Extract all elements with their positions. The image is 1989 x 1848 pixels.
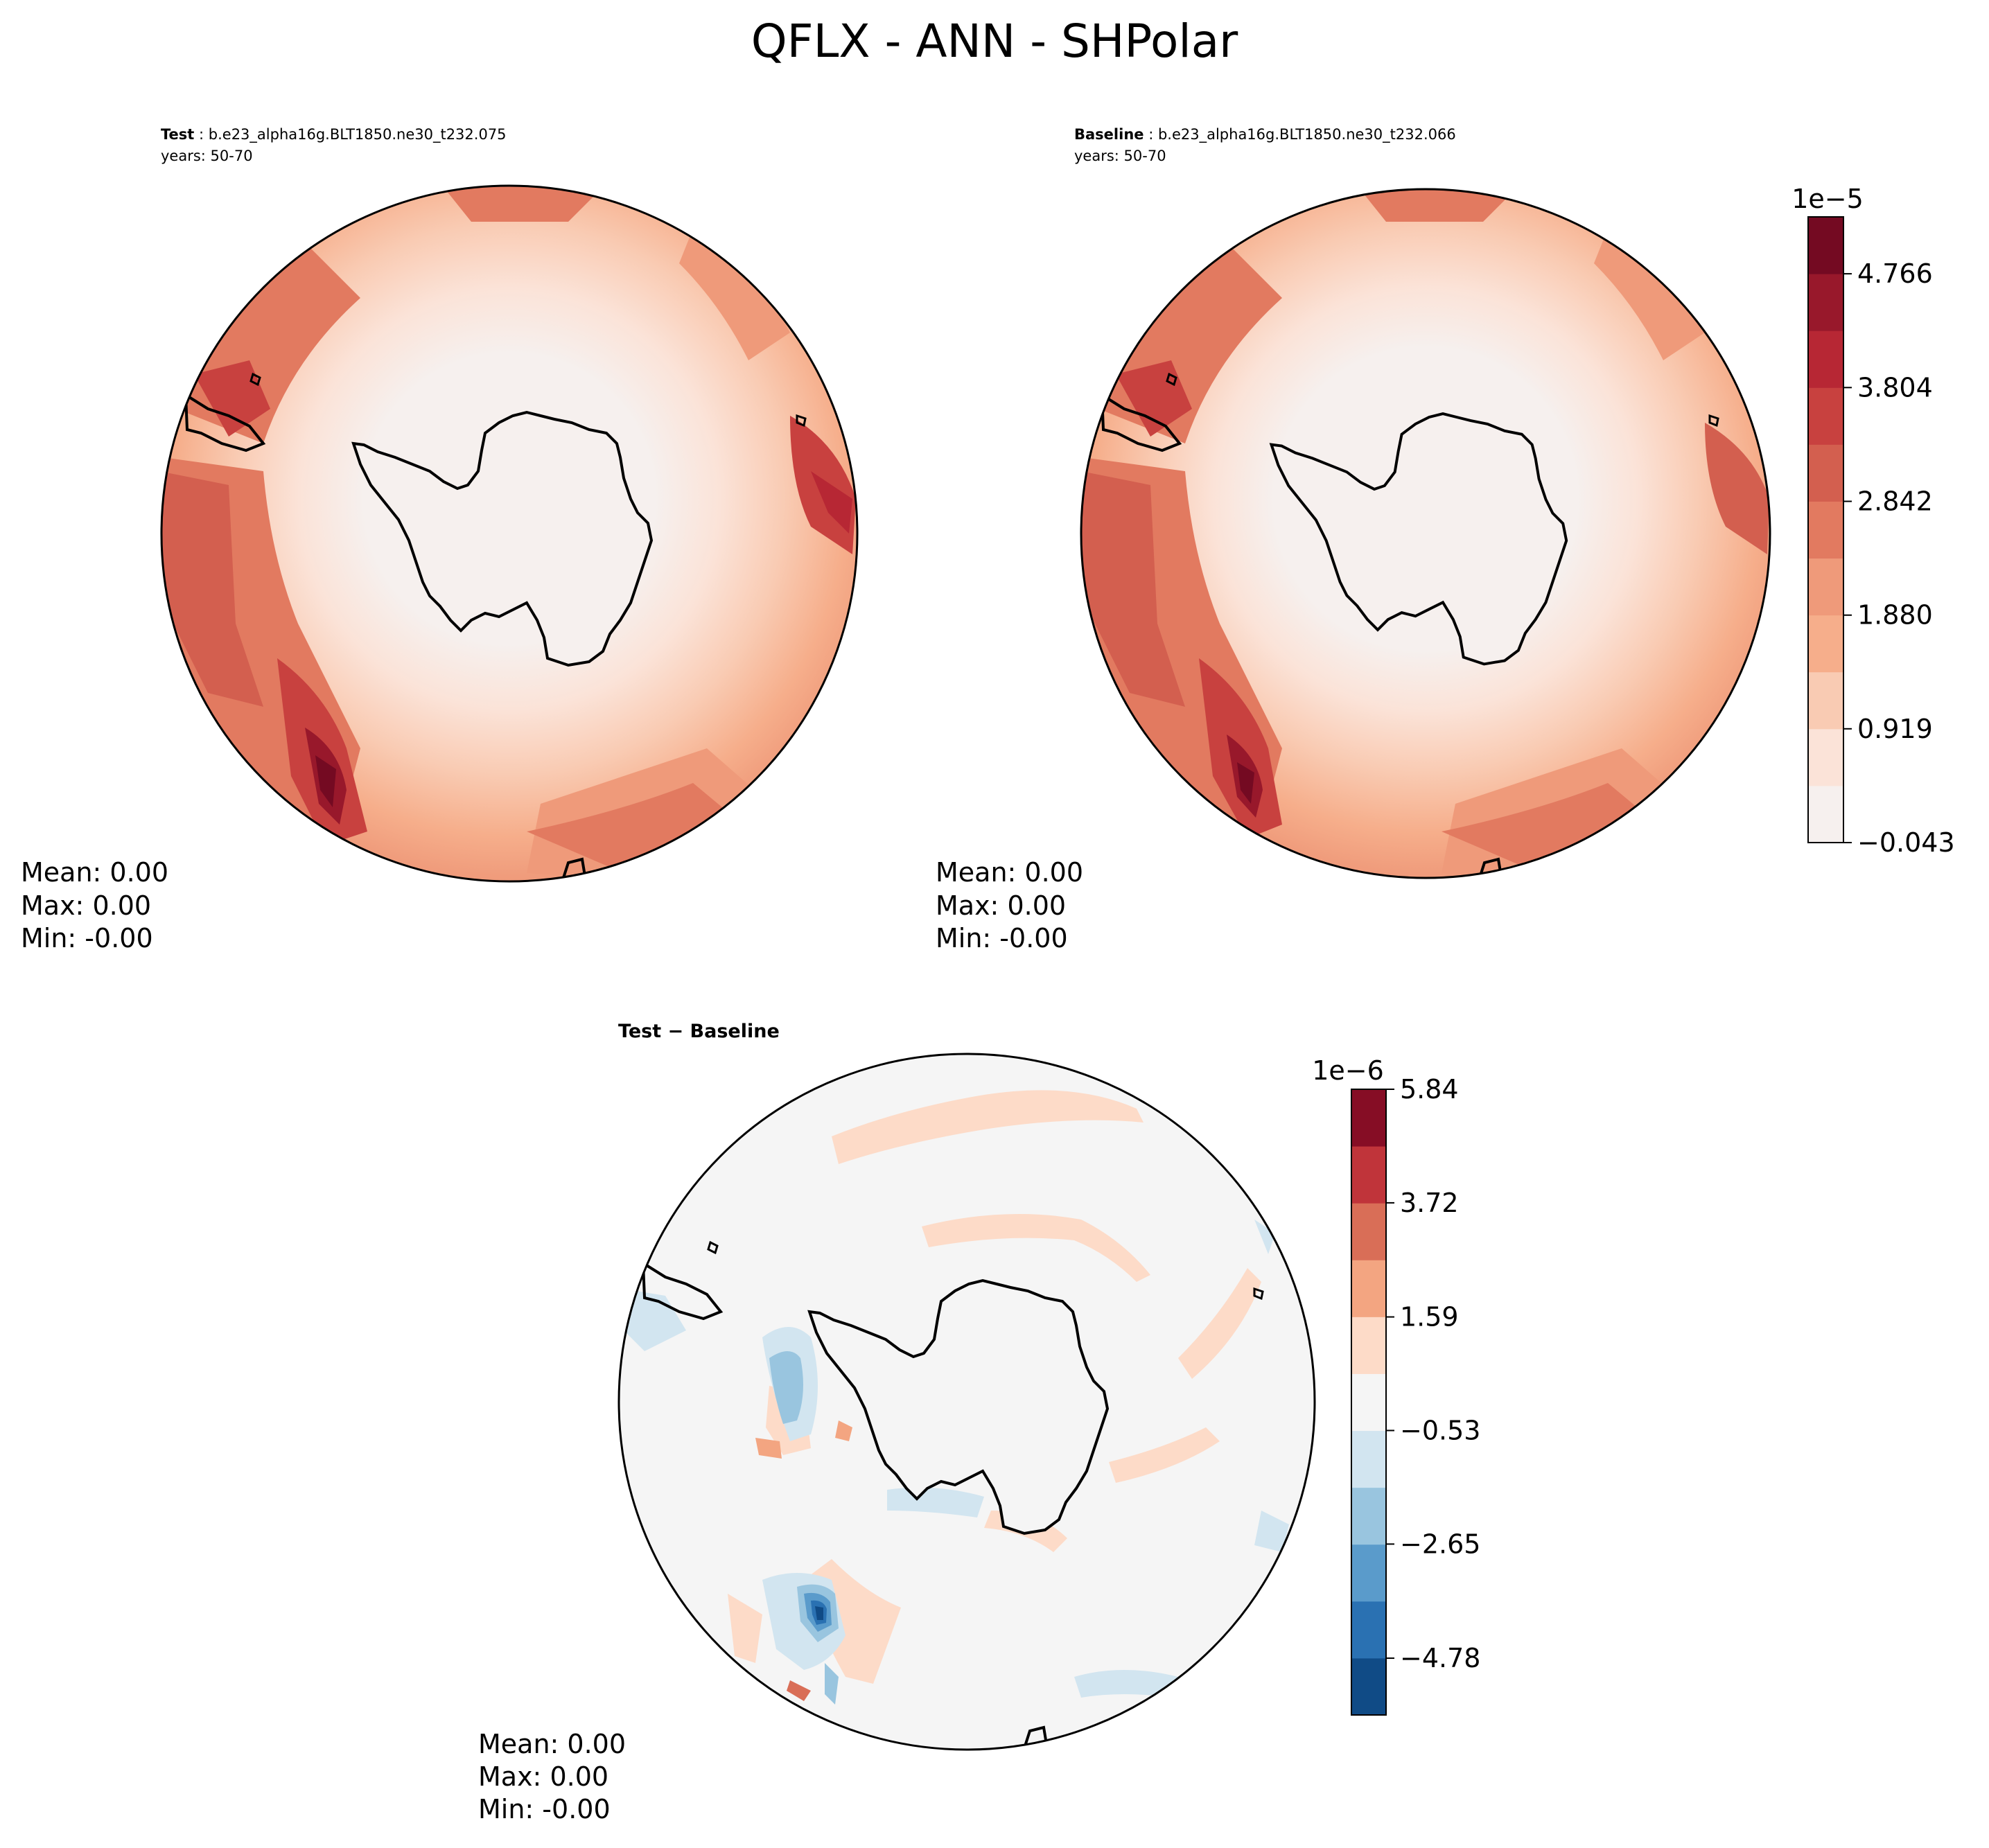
main-colorbar-band-9 [1808, 274, 1843, 331]
diff-map-frame [617, 1053, 1316, 1751]
diff-max: Max: 0.00 [478, 1761, 608, 1792]
diff-colorbar-band-0 [1351, 1657, 1386, 1716]
diff-colorbar-frame [1351, 1089, 1387, 1716]
baseline-label: Baseline [1074, 126, 1144, 143]
main-colorbar-tick-label-5: −0.043 [1857, 827, 1955, 858]
main-colorbar-band-2 [1808, 671, 1843, 730]
test-panel-title: Test : b.e23_alpha16g.BLT1850.ne30_t232.… [161, 126, 507, 143]
baseline-min: Min: -0.00 [936, 923, 1068, 953]
main-colorbar-band-1 [1808, 728, 1843, 786]
diff-colorbar-band-5 [1351, 1373, 1386, 1432]
diff-stats: Mean: 0.00 Max: 0.00 Min: -0.00 [478, 1729, 626, 1824]
baseline-stats: Mean: 0.00 Max: 0.00 Min: -0.00 [936, 857, 1083, 953]
diff-panel: Test − Baseline [478, 1021, 1316, 1824]
test-years: years: 50-70 [161, 148, 253, 164]
main-colorbar-tick-label-1: 3.804 [1857, 372, 1933, 403]
diff-colorbar-band-7 [1351, 1260, 1386, 1317]
figure-title: QFLX - ANN - SHPolar [751, 15, 1238, 68]
baseline-map [1081, 189, 1770, 878]
test-panel: Test : b.e23_alpha16g.BLT1850.ne30_t232.… [21, 126, 859, 953]
test-stats: Mean: 0.00 Max: 0.00 Min: -0.00 [21, 857, 168, 953]
main-colorbar-tick-label-0: 4.766 [1857, 258, 1933, 289]
diff-colorbar-band-3 [1351, 1487, 1386, 1545]
main-colorbar-tick-label-2: 2.842 [1857, 486, 1933, 517]
main-colorbar-band-6 [1808, 444, 1843, 502]
main-colorbar-band-4 [1808, 558, 1843, 616]
main-colorbar-tick-label-4: 0.919 [1857, 714, 1933, 744]
diff-colorbar-band-2 [1351, 1544, 1386, 1602]
diff-colorbar: 1e−6 5.84 3.72 1.59 −0.53 −2.65 −4.78 [1312, 1055, 1480, 1716]
diff-min: Min: -0.00 [478, 1794, 611, 1824]
baseline-case-name: b.e23_alpha16g.BLT1850.ne30_t232.066 [1158, 126, 1456, 143]
baseline-panel: Baseline : b.e23_alpha16g.BLT1850.ne30_t… [936, 126, 1771, 953]
baseline-mean: Mean: 0.00 [936, 857, 1083, 888]
baseline-panel-title: Baseline : b.e23_alpha16g.BLT1850.ne30_t… [1074, 126, 1456, 143]
diff-colorbar-tick-label-4: −2.65 [1400, 1529, 1480, 1559]
main-colorbar-band-0 [1808, 785, 1843, 843]
diff-colorbar-tick-label-0: 5.84 [1400, 1074, 1459, 1105]
baseline-max: Max: 0.00 [936, 890, 1066, 921]
main-colorbar-band-5 [1808, 501, 1843, 559]
test-label: Test [161, 126, 194, 143]
main-colorbar: 1e−5 4.766 3.804 2.842 1.880 0.919 −0.043 [1791, 184, 1954, 858]
main-colorbar-band-7 [1808, 387, 1843, 445]
diff-mean: Mean: 0.00 [478, 1729, 626, 1759]
diff-colorbar-band-4 [1351, 1430, 1386, 1488]
diff-colorbar-tick-label-2: 1.59 [1400, 1302, 1459, 1332]
test-min: Min: -0.00 [21, 923, 153, 953]
main-colorbar-exponent: 1e−5 [1791, 184, 1864, 214]
diff-colorbar-tick-label-3: −0.53 [1400, 1415, 1480, 1445]
test-mean: Mean: 0.00 [21, 857, 168, 888]
test-map-frame [160, 184, 859, 883]
main-colorbar-tick-label-3: 1.880 [1857, 600, 1933, 631]
diff-colorbar-band-10 [1351, 1089, 1386, 1147]
main-colorbar-band-3 [1808, 615, 1843, 673]
diff-colorbar-tick-label-5: −4.78 [1400, 1643, 1480, 1673]
test-map [161, 186, 857, 881]
test-max: Max: 0.00 [21, 890, 151, 921]
baseline-years: years: 50-70 [1074, 148, 1166, 164]
diff-colorbar-tick-label-1: 3.72 [1400, 1188, 1459, 1218]
diff-panel-title: Test − Baseline [618, 1021, 780, 1042]
main-colorbar-band-10 [1808, 217, 1843, 274]
diff-colorbar-band-1 [1351, 1601, 1386, 1659]
diff-map [619, 1054, 1315, 1750]
main-colorbar-frame [1807, 216, 1844, 843]
diff-colorbar-band-8 [1351, 1203, 1386, 1260]
test-case-name: b.e23_alpha16g.BLT1850.ne30_t232.075 [209, 126, 507, 143]
diff-colorbar-band-6 [1351, 1317, 1386, 1374]
main-colorbar-band-8 [1808, 331, 1843, 388]
diff-colorbar-exponent: 1e−6 [1312, 1055, 1384, 1086]
diff-colorbar-band-9 [1351, 1146, 1386, 1204]
baseline-map-frame [1080, 188, 1771, 879]
